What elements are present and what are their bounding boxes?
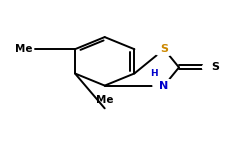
Text: S: S bbox=[211, 62, 219, 72]
Circle shape bbox=[153, 42, 175, 56]
Text: H: H bbox=[150, 69, 158, 78]
Text: N: N bbox=[160, 81, 169, 91]
Circle shape bbox=[153, 79, 175, 92]
Text: Me: Me bbox=[96, 95, 114, 104]
Circle shape bbox=[202, 61, 225, 74]
Text: Me: Me bbox=[15, 44, 33, 54]
Text: S: S bbox=[160, 44, 168, 54]
